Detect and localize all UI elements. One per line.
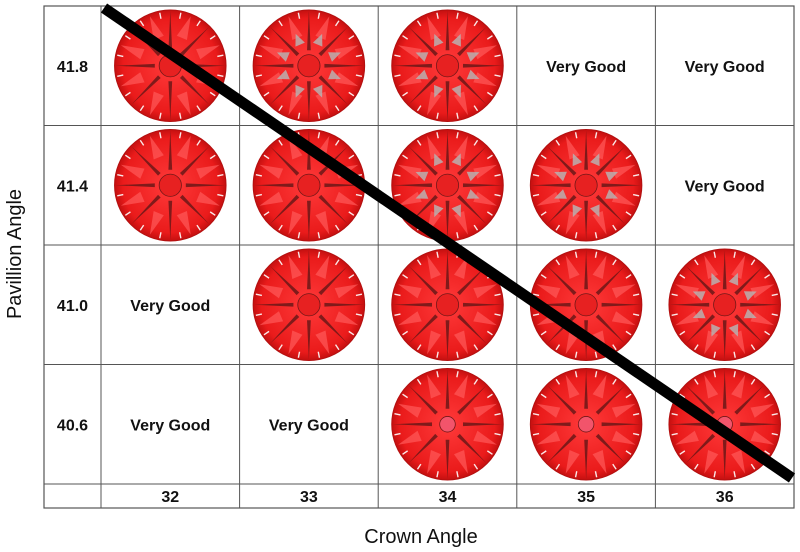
x-tick-label: 34 [439,489,457,506]
y-tick-label: 40.6 [57,417,88,434]
cell-rating-text: Very Good [269,417,349,434]
cell-rating-text: Very Good [546,59,626,76]
diamond-image [391,248,504,361]
x-tick-label: 32 [161,489,179,506]
x-axis-title: Crown Angle [364,526,477,548]
y-tick-label: 41.0 [57,298,88,315]
cell-rating-text: Very Good [130,417,210,434]
diamond-image [391,9,504,122]
x-tick-label: 35 [577,489,595,506]
x-tick-label: 36 [716,489,734,506]
diamond-image [668,248,781,361]
y-tick-label: 41.4 [57,178,88,195]
diagonal-line [100,3,796,483]
diamond-image [529,368,643,481]
cell-rating-text: Very Good [685,178,765,195]
diamond-image [391,368,504,481]
cell-rating-text: Very Good [130,298,210,315]
y-axis-title: Pavillion Angle [4,189,26,319]
x-tick-label: 33 [300,489,318,506]
diamond-image [252,129,366,242]
diamond-image [114,129,227,242]
cell-rating-text: Very Good [685,59,765,76]
grid-lines [43,5,795,509]
diamond-image [252,9,366,122]
diamond-image [529,129,643,242]
y-tick-label: 41.8 [57,59,88,76]
tick-labels: 41.8 41.4 41.0 40.6 32 33 34 35 36 [57,59,734,506]
diamond-image [252,248,366,361]
diamond-image [391,129,504,242]
